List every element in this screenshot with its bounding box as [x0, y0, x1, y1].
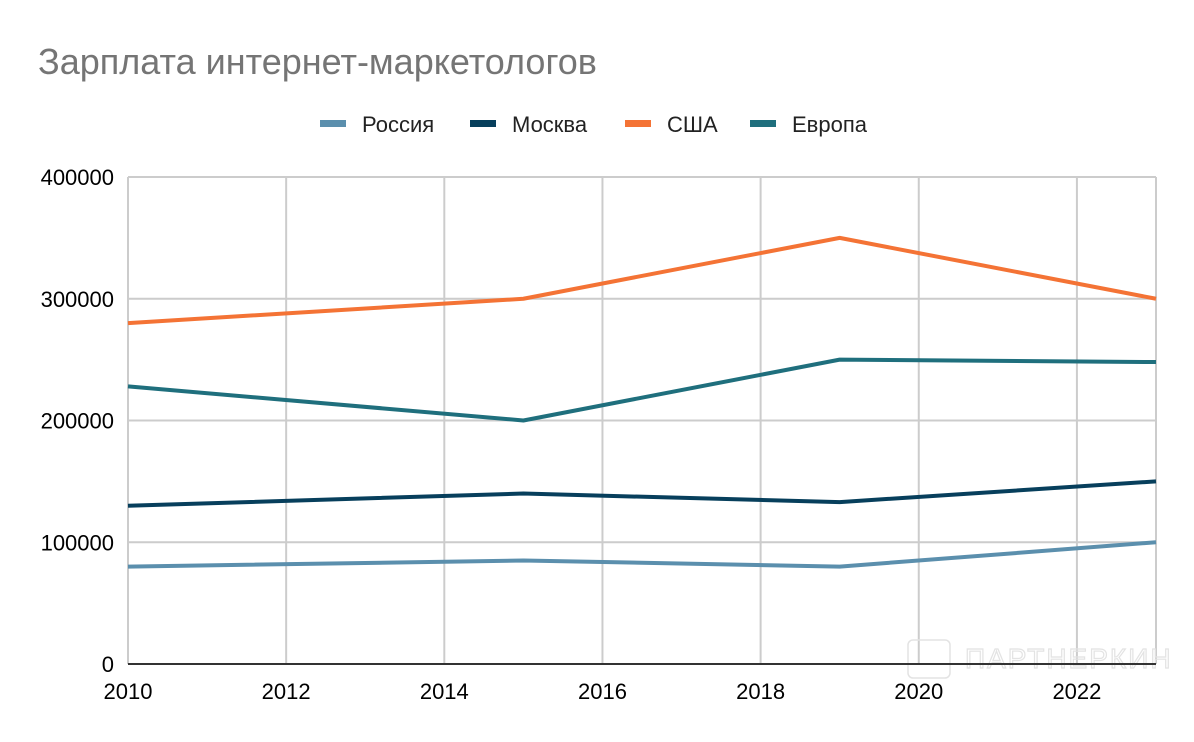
series-line-2: [127, 235, 1157, 326]
x-tick-label: 2016: [578, 679, 627, 704]
legend-swatch: [750, 120, 776, 127]
chart-title: Зарплата интернет-маркетологов: [38, 41, 597, 82]
x-tick-label: 2010: [104, 679, 153, 704]
y-tick-label: 100000: [41, 530, 114, 555]
series-line-0: [127, 540, 1157, 569]
watermark: ПАРТНЕРКИН: [907, 639, 1173, 679]
legend-label: США: [667, 112, 718, 137]
legend-swatch: [320, 120, 346, 127]
legend: Россия Москва США Европа: [320, 112, 868, 137]
y-tick-label: 0: [102, 652, 114, 677]
grid: [127, 176, 1157, 664]
legend-label: Россия: [362, 112, 434, 137]
y-tick-label: 300000: [41, 287, 114, 312]
y-tick-label: 400000: [41, 165, 114, 190]
legend-item[interactable]: Россия: [320, 112, 434, 137]
x-tick-label: 2012: [262, 679, 311, 704]
legend-swatch: [470, 120, 496, 127]
x-tick-label: 2022: [1052, 679, 1101, 704]
axes: 0 100000 200000 300000 400000 2010 2012 2014 201…: [41, 165, 1156, 704]
series-line-1: [127, 479, 1157, 508]
series-lines: [127, 235, 1157, 569]
series-line-3: [127, 357, 1157, 423]
watermark-text: ПАРТНЕРКИН: [965, 643, 1173, 674]
legend-item[interactable]: Европа: [750, 112, 868, 137]
legend-swatch: [625, 120, 651, 127]
x-tick-label: 2020: [894, 679, 943, 704]
watermark-logo-icon: [907, 639, 951, 679]
x-tick-label: 2014: [420, 679, 469, 704]
x-tick-label: 2018: [736, 679, 785, 704]
legend-label: Европа: [792, 112, 868, 137]
legend-item[interactable]: Москва: [470, 112, 588, 137]
legend-item[interactable]: США: [625, 112, 718, 137]
y-tick-label: 200000: [41, 409, 114, 434]
legend-label: Москва: [512, 112, 588, 137]
